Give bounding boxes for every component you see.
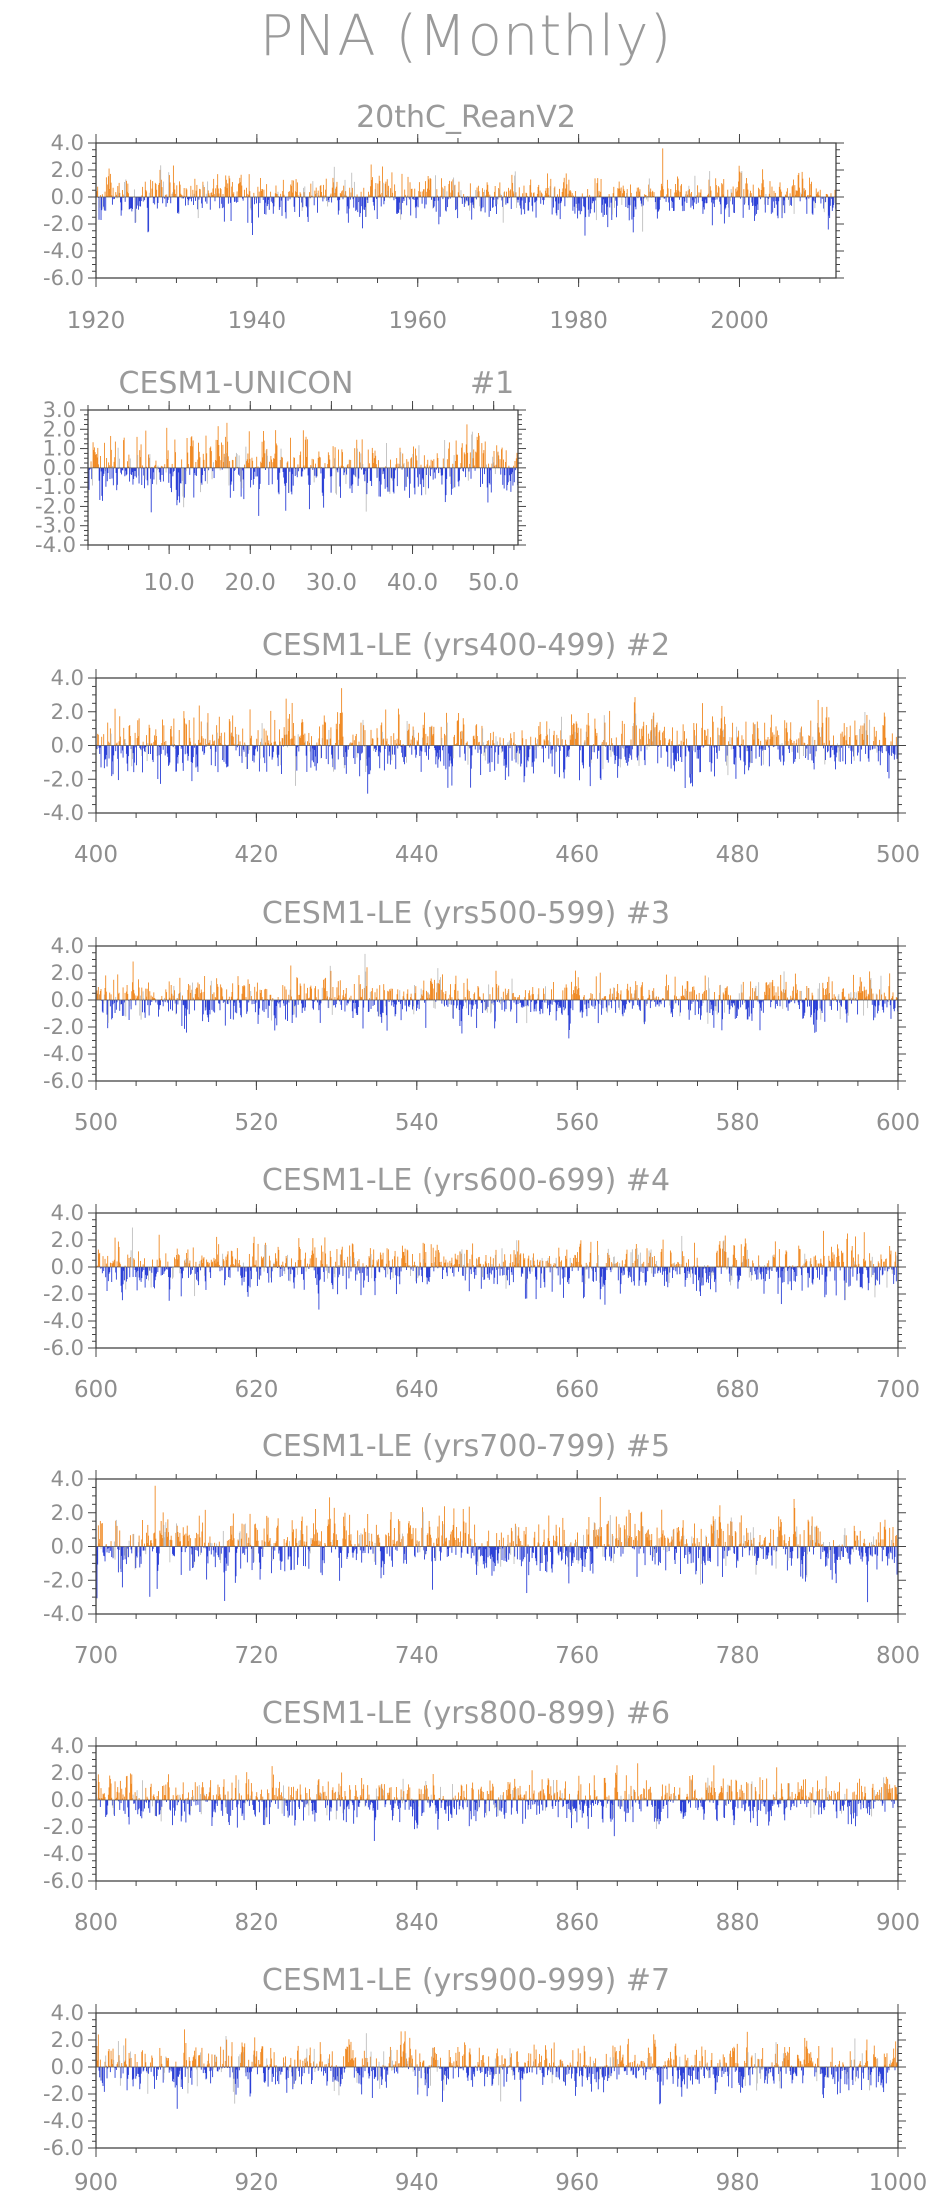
x-tick-label: 400 bbox=[74, 842, 118, 868]
y-tick-label: -3.0 bbox=[35, 514, 76, 538]
figure-title: PNA (Monthly) bbox=[259, 4, 673, 69]
y-tick-label: 0.0 bbox=[51, 185, 84, 209]
y-tick-label: -4.0 bbox=[43, 801, 84, 825]
y-tick-label: 2.0 bbox=[51, 700, 84, 724]
panel-1: 20thC_ReanV2 -6.0 -4.0 -2.0 0.0 2.0 4.0 1920 194… bbox=[43, 100, 844, 334]
y-tick-label: 0.0 bbox=[43, 456, 76, 480]
panel-title: CESM1-LE (yrs500-599) #3 bbox=[262, 896, 670, 931]
panel-title: CESM1-UNICON bbox=[119, 366, 354, 401]
panel-2: CESM1-UNICON #1-4.0-3.0-2.0-1.00.01.02.03… bbox=[35, 366, 526, 596]
x-tick-label: 500 bbox=[74, 1110, 118, 1136]
y-tick-label: -2.0 bbox=[43, 767, 84, 791]
y-tick-label: -4.0 bbox=[43, 239, 84, 263]
x-tick-label: 460 bbox=[555, 842, 599, 868]
y-tick-label: 0.0 bbox=[51, 988, 84, 1012]
x-tick-label: 10.0 bbox=[144, 570, 195, 596]
bar-series bbox=[95, 953, 899, 1039]
panel-4: CESM1-LE (yrs500-599) #3 -6.0 -4.0 -2.0 0.0 2… bbox=[43, 896, 920, 1136]
x-tick-label: 480 bbox=[716, 842, 760, 868]
y-tick-label: -2.0 bbox=[35, 494, 76, 518]
bar-series bbox=[95, 688, 899, 794]
y-tick-label: -4.0 bbox=[35, 533, 76, 557]
y-tick-label: 2.0 bbox=[51, 158, 84, 182]
plot-frame bbox=[95, 142, 837, 279]
x-tick-label: 2000 bbox=[710, 308, 769, 334]
x-tick-label: 40.0 bbox=[387, 570, 438, 596]
x-tick-label: 600 bbox=[876, 1110, 920, 1136]
x-tick-label: 500 bbox=[876, 842, 920, 868]
x-tick-label: 50.0 bbox=[468, 570, 519, 596]
y-tick-label: 2.0 bbox=[43, 417, 76, 441]
x-tick-label: 20.0 bbox=[225, 570, 276, 596]
plot-frame bbox=[95, 945, 899, 1082]
x-tick-label: 440 bbox=[395, 842, 439, 868]
y-tick-label: 4.0 bbox=[51, 131, 84, 155]
x-tick-label: 540 bbox=[395, 1110, 439, 1136]
panel-title: CESM1-LE (yrs400-499) #2 bbox=[262, 628, 670, 663]
y-tick-label: -2.0 bbox=[43, 1015, 84, 1039]
x-tick-label: 420 bbox=[234, 842, 278, 868]
bar-series bbox=[95, 148, 837, 236]
panel-3: CESM1-LE (yrs400-499) #2 -4.0 -2.0 0.0 2.0 4.… bbox=[43, 628, 920, 868]
y-tick-label: 1.0 bbox=[43, 437, 76, 461]
panel-5: CESM1-LE (yrs600-699) #4-6.0-4.0-2.00.02… bbox=[43, 1163, 920, 1403]
y-tick-label: -1.0 bbox=[35, 475, 76, 499]
bar-series bbox=[95, 1227, 899, 1310]
bar-series bbox=[87, 422, 519, 516]
y-tick-label: 3.0 bbox=[43, 398, 76, 422]
x-tick-label: 560 bbox=[555, 1110, 599, 1136]
x-tick-label: 520 bbox=[234, 1110, 278, 1136]
y-tick-label: -4.0 bbox=[43, 1042, 84, 1066]
x-tick-label: 1920 bbox=[67, 308, 126, 334]
x-tick-label: 1940 bbox=[228, 308, 287, 334]
panel-tag: #1 bbox=[470, 366, 514, 401]
y-tick-label: 0.0 bbox=[51, 734, 84, 758]
y-tick-label: 2.0 bbox=[51, 961, 84, 985]
x-tick-label: 30.0 bbox=[306, 570, 357, 596]
x-tick-label: 580 bbox=[716, 1110, 760, 1136]
y-tick-label: 4.0 bbox=[51, 666, 84, 690]
y-tick-label: -2.0 bbox=[43, 212, 84, 236]
y-tick-label: -6.0 bbox=[43, 266, 84, 290]
y-tick-label: -6.0 bbox=[43, 1069, 84, 1093]
x-tick-label: 1980 bbox=[549, 308, 608, 334]
x-tick-label: 1960 bbox=[388, 308, 447, 334]
panel-title: 20thC_ReanV2 bbox=[356, 100, 576, 135]
y-tick-label: 4.0 bbox=[51, 934, 84, 958]
panel-title: CESM1-LE (yrs600-699) #4 bbox=[262, 1163, 670, 1198]
